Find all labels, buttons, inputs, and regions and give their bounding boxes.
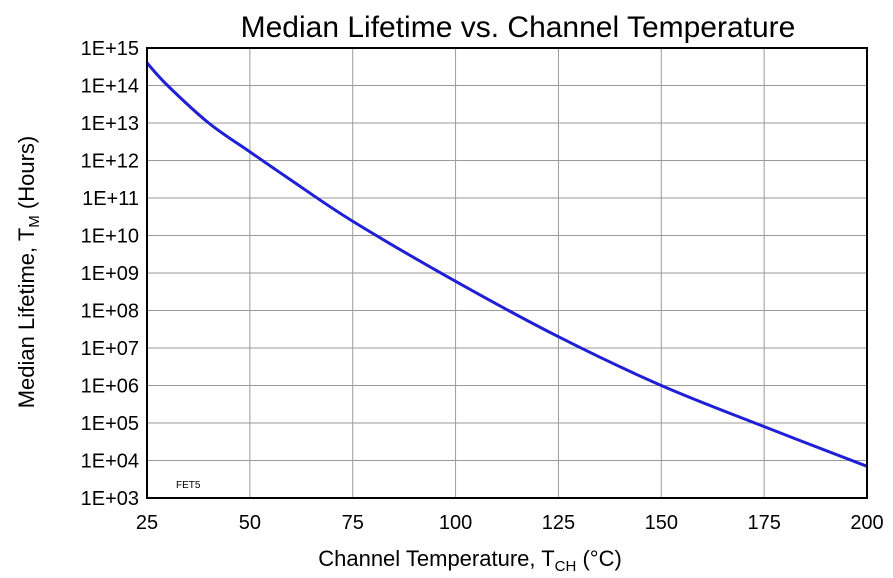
y-tick-label: 1E+09 (81, 263, 139, 285)
y-tick-label: 1E+15 (81, 38, 139, 60)
x-axis-ticks: 25 50 75 100 125 150 175 200 (136, 512, 884, 534)
y-tick-label: 1E+10 (81, 226, 139, 248)
data-point (557, 335, 560, 338)
y-tick-label: 1E+08 (81, 301, 139, 323)
x-tick-label: 125 (542, 512, 575, 534)
x-tick-label: 75 (342, 512, 364, 534)
data-point (454, 280, 457, 283)
data-point (660, 384, 663, 387)
y-tick-label: 1E+13 (81, 113, 139, 135)
y-tick-label: 1E+04 (81, 451, 139, 473)
y-axis-label-main: Median Lifetime, T (14, 228, 39, 409)
y-axis-label: Median Lifetime, TM (Hours) (14, 136, 43, 409)
y-axis-label-sub: M (26, 215, 43, 228)
data-point (248, 150, 252, 154)
x-tick-label: 150 (645, 512, 678, 534)
y-axis-ticks: 1E+03 1E+04 1E+05 1E+06 1E+07 1E+08 1E+09 1E+10… (81, 38, 139, 510)
data-point (351, 220, 354, 223)
annotation-label: FET5 (176, 480, 201, 491)
x-tick-label: 50 (239, 512, 261, 534)
y-tick-label: 1E+11 (82, 188, 139, 210)
y-tick-label: 1E+14 (81, 76, 139, 98)
data-point (207, 121, 210, 125)
data-point (166, 84, 169, 87)
x-tick-label: 175 (747, 512, 780, 534)
y-tick-label: 1E+06 (81, 376, 139, 398)
data-point (762, 425, 766, 428)
y-tick-label: 1E+05 (81, 413, 139, 435)
y-axis-label-tail: (Hours) (14, 136, 39, 215)
x-axis-label: Channel Temperature, TCH (°C) (318, 546, 622, 575)
x-axis-label-tail: (°C) (576, 546, 621, 571)
x-axis-label-main: Channel Temperature, T (318, 546, 554, 571)
plot-frame (146, 47, 868, 499)
grid-lines (147, 48, 867, 498)
data-point (289, 178, 293, 182)
series-layer (145, 61, 869, 468)
y-tick-label: 1E+12 (81, 151, 139, 173)
x-axis-label-sub: CH (555, 558, 577, 575)
y-tick-label: 1E+03 (81, 488, 139, 510)
x-tick-label: 100 (439, 512, 472, 534)
y-tick-label: 1E+07 (81, 338, 139, 360)
x-tick-label: 200 (850, 512, 883, 534)
chart-title: Median Lifetime vs. Channel Temperature (241, 11, 796, 44)
x-tick-label: 25 (136, 512, 158, 534)
